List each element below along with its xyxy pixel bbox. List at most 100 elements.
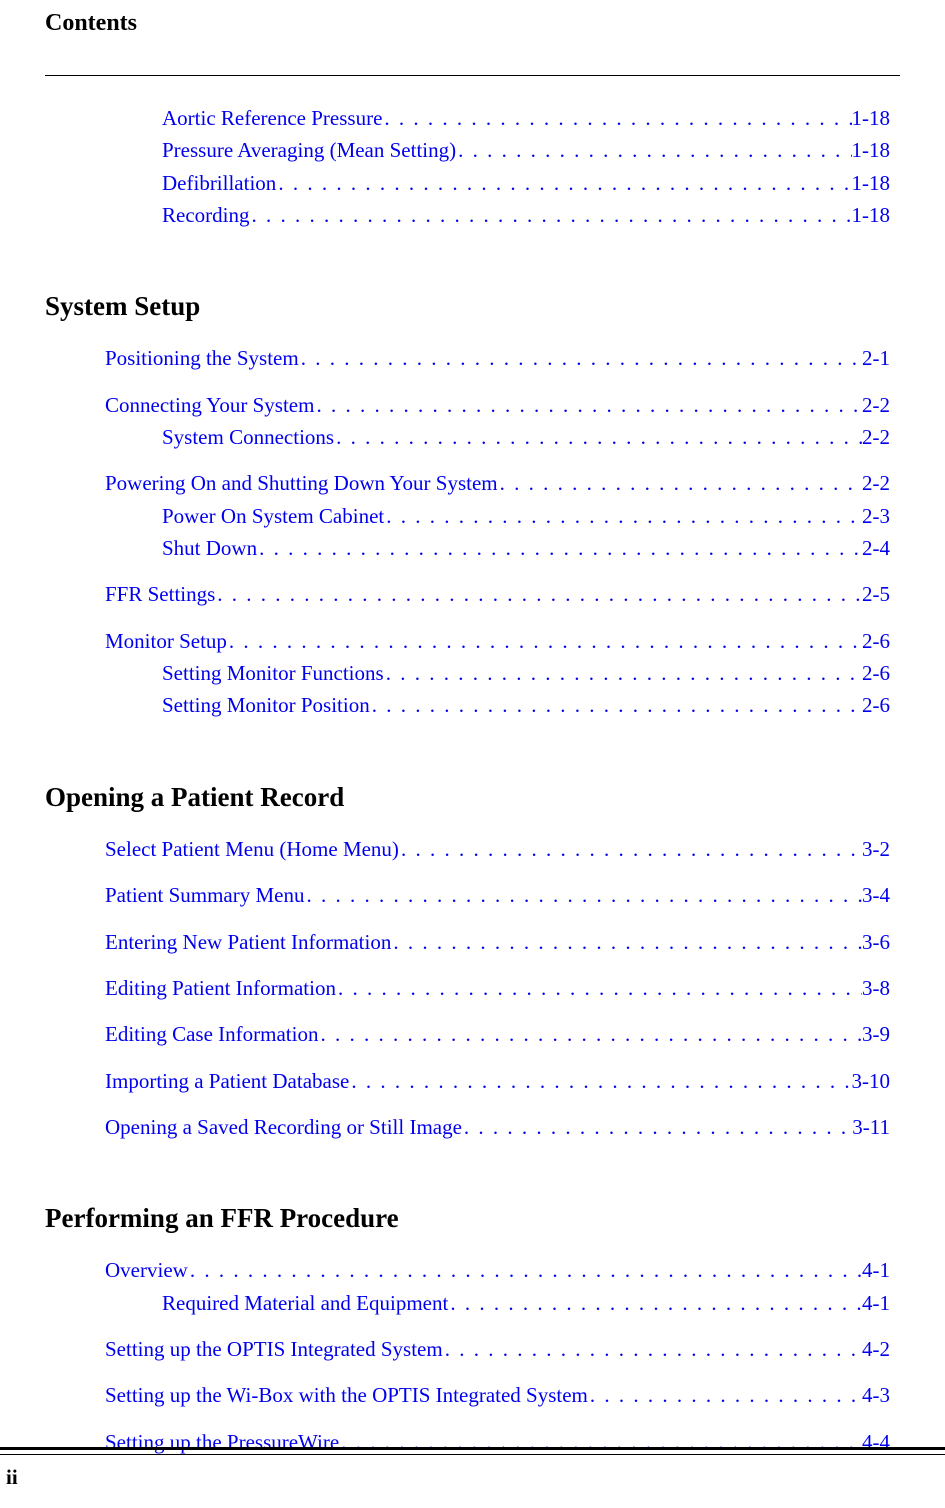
- toc-dot-leader: [498, 469, 862, 497]
- toc-entry-page: 4-1: [862, 1256, 890, 1284]
- toc-entry-label: Setting up the Wi-Box with the OPTIS Int…: [105, 1381, 588, 1409]
- toc-dot-leader: [384, 659, 862, 687]
- toc-entry[interactable]: Opening a Saved Recording or Still Image…: [105, 1113, 890, 1141]
- toc-entry[interactable]: Required Material and Equipment 4-1: [105, 1289, 890, 1317]
- toc-entry-page: 2-1: [862, 344, 890, 372]
- toc-entry-page: 2-2: [862, 391, 890, 419]
- toc-entry-page: 4-1: [862, 1289, 890, 1317]
- toc-entry-label: Patient Summary Menu: [105, 881, 304, 909]
- toc-entry[interactable]: Connecting Your System 2-2: [105, 391, 890, 419]
- toc-group-spacer: [105, 1321, 890, 1335]
- toc-dot-leader: [349, 1067, 851, 1095]
- toc-entry-label: Pressure Averaging (Mean Setting): [162, 136, 456, 164]
- toc-entry[interactable]: Entering New Patient Information 3-6: [105, 928, 890, 956]
- header-rule: [45, 75, 900, 76]
- footer-rule-outer: [0, 1447, 945, 1450]
- toc-entry-label: Powering On and Shutting Down Your Syste…: [105, 469, 498, 497]
- toc-entry[interactable]: Importing a Patient Database 3-10: [105, 1067, 890, 1095]
- toc-entry-page: 1-18: [852, 169, 891, 197]
- toc-entry[interactable]: Setting up the Wi-Box with the OPTIS Int…: [105, 1381, 890, 1409]
- toc-entry[interactable]: Editing Case Information 3-9: [105, 1020, 890, 1048]
- toc-entry-label: Select Patient Menu (Home Menu): [105, 835, 399, 863]
- toc-entry[interactable]: Recording1-18: [105, 201, 890, 229]
- toc-group-spacer: [105, 613, 890, 627]
- toc-entry-label: Aortic Reference Pressure: [162, 104, 382, 132]
- toc-entry-label: Overview: [105, 1256, 188, 1284]
- toc-section-heading: Opening a Patient Record: [45, 782, 890, 813]
- toc-entry-label: Entering New Patient Information: [105, 928, 391, 956]
- toc-entry[interactable]: Powering On and Shutting Down Your Syste…: [105, 469, 890, 497]
- toc-entry-page: 1-18: [852, 201, 891, 229]
- toc-entry-page: 1-18: [852, 136, 891, 164]
- toc-entry[interactable]: Setting up the PressureWire 4-4: [105, 1428, 890, 1456]
- toc-entry-page: 2-3: [862, 502, 890, 530]
- toc-entry-page: 3-6: [862, 928, 890, 956]
- toc-entry-label: Connecting Your System: [105, 391, 314, 419]
- toc-entry[interactable]: Editing Patient Information3-8: [105, 974, 890, 1002]
- toc-dot-leader: [391, 928, 862, 956]
- toc-entry-label: Opening a Saved Recording or Still Image: [105, 1113, 462, 1141]
- toc-entry[interactable]: Monitor Setup2-6: [105, 627, 890, 655]
- toc-entry[interactable]: Aortic Reference Pressure 1-18: [105, 104, 890, 132]
- toc-dot-leader: [399, 835, 862, 863]
- toc-dot-leader: [334, 423, 862, 451]
- toc-dot-leader: [318, 1020, 862, 1048]
- toc-entry-label: Importing a Patient Database: [105, 1067, 349, 1095]
- header-title: Contents: [45, 10, 900, 37]
- toc-entry-label: Editing Case Information: [105, 1020, 318, 1048]
- toc-dot-leader: [370, 691, 862, 719]
- toc-entry-label: FFR Settings: [105, 580, 215, 608]
- toc-entry-page: 1-18: [852, 104, 891, 132]
- toc-entry-label: Required Material and Equipment: [162, 1289, 448, 1317]
- footer-rule-inner: [0, 1454, 945, 1455]
- toc-entry[interactable]: Pressure Averaging (Mean Setting) 1-18: [105, 136, 890, 164]
- toc-entry-label: Setting Monitor Functions: [162, 659, 384, 687]
- toc-section-heading: System Setup: [45, 291, 890, 322]
- toc-group-spacer: [105, 377, 890, 391]
- toc-entry-page: 3-2: [862, 835, 890, 863]
- toc-group-spacer: [105, 960, 890, 974]
- toc-entry-page: 2-6: [862, 659, 890, 687]
- toc-entry[interactable]: Positioning the System 2-1: [105, 344, 890, 372]
- toc-entry[interactable]: Patient Summary Menu 3-4: [105, 881, 890, 909]
- toc-entry[interactable]: Shut Down2-4: [105, 534, 890, 562]
- toc-entry-label: Power On System Cabinet: [162, 502, 384, 530]
- toc-entry-label: System Connections: [162, 423, 334, 451]
- toc-dot-leader: [314, 391, 862, 419]
- toc-entry-page: 4-4: [862, 1428, 890, 1456]
- toc-entry-page: 2-2: [862, 469, 890, 497]
- toc-dot-leader: [215, 580, 862, 608]
- toc-group-spacer: [105, 1367, 890, 1381]
- toc-dot-leader: [304, 881, 862, 909]
- toc-entry[interactable]: Select Patient Menu (Home Menu) 3-2: [105, 835, 890, 863]
- toc-dot-leader: [227, 627, 862, 655]
- toc-entry-page: 2-5: [862, 580, 890, 608]
- toc-group-spacer: [105, 1414, 890, 1428]
- toc-entry-page: 2-6: [862, 627, 890, 655]
- toc-entry[interactable]: System Connections 2-2: [105, 423, 890, 451]
- toc-dot-leader: [188, 1256, 862, 1284]
- toc-entry-page: 3-10: [852, 1067, 891, 1095]
- toc-entry[interactable]: FFR Settings 2-5: [105, 580, 890, 608]
- toc-entry-page: 3-4: [862, 881, 890, 909]
- toc-entry-label: Setting up the PressureWire: [105, 1428, 339, 1456]
- toc-entry[interactable]: Overview 4-1: [105, 1256, 890, 1284]
- toc-dot-leader: [257, 534, 862, 562]
- toc-dot-leader: [448, 1289, 862, 1317]
- toc-entry-page: 3-8: [862, 974, 890, 1002]
- toc-dot-leader: [384, 502, 862, 530]
- toc-entry[interactable]: Setting Monitor Functions 2-6: [105, 659, 890, 687]
- toc-content: Aortic Reference Pressure1-18Pressure Av…: [45, 104, 900, 1456]
- toc-entry[interactable]: Setting up the OPTIS Integrated System4-…: [105, 1335, 890, 1363]
- toc-entry-page: 2-2: [862, 423, 890, 451]
- toc-entry-label: Positioning the System: [105, 344, 299, 372]
- toc-group-spacer: [105, 455, 890, 469]
- toc-dot-leader: [299, 344, 862, 372]
- toc-dot-leader: [382, 104, 851, 132]
- toc-entry-page: 3-9: [862, 1020, 890, 1048]
- toc-entry[interactable]: Defibrillation1-18: [105, 169, 890, 197]
- toc-entry[interactable]: Power On System Cabinet 2-3: [105, 502, 890, 530]
- toc-section-heading: Performing an FFR Procedure: [45, 1203, 890, 1234]
- toc-entry[interactable]: Setting Monitor Position2-6: [105, 691, 890, 719]
- toc-entry-page: 4-3: [862, 1381, 890, 1409]
